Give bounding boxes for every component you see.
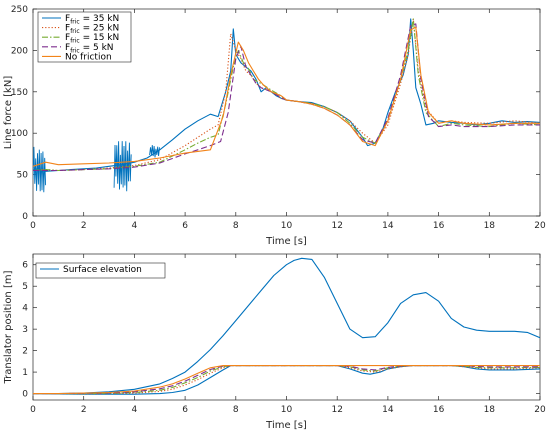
x-tick-label: 6 <box>182 221 188 231</box>
series-line-1 <box>33 18 540 172</box>
x-tick-label: 20 <box>534 405 546 415</box>
y-tick-label: 2 <box>22 347 28 357</box>
series-line-1 <box>33 257 540 395</box>
x-tick-label: 2 <box>81 221 87 231</box>
y-tick-label: 200 <box>11 46 28 56</box>
x-tick-label: 8 <box>233 405 239 415</box>
legend-value: = 35 kN <box>80 14 120 24</box>
legend-entry-1: Ffric = 35 kN <box>65 14 119 26</box>
x-axis-label: Time [s] <box>265 420 307 431</box>
series-oscillation-2 <box>113 141 132 192</box>
legend-entry-2: Ffric = 25 kN <box>65 24 119 35</box>
legend-value: = 15 kN <box>80 33 120 43</box>
y-axis-label: Line force [kN] <box>3 76 14 150</box>
y-tick-label: 100 <box>11 129 28 139</box>
legend-value: = 5 kN <box>80 43 114 53</box>
x-axis-label: Time [s] <box>265 236 307 247</box>
legend-subscript: fric <box>70 19 80 26</box>
x-tick-label: 6 <box>182 405 188 415</box>
legend-entry-1: Surface elevation <box>63 265 142 275</box>
x-tick-label: 12 <box>331 405 342 415</box>
x-tick-label: 0 <box>30 221 36 231</box>
x-tick-label: 18 <box>484 221 496 231</box>
y-tick-label: 0 <box>22 212 28 222</box>
legend-text: F <box>65 14 70 24</box>
y-tick-label: 0 <box>22 390 28 400</box>
series-line-5 <box>33 26 540 167</box>
series-line-6 <box>33 365 540 395</box>
x-tick-label: 2 <box>81 405 87 415</box>
x-tick-label: 20 <box>534 221 546 231</box>
x-tick-label: 18 <box>484 405 496 415</box>
legend-entry-5: No friction <box>65 52 112 62</box>
series-oscillation-3 <box>149 145 160 158</box>
x-tick-label: 12 <box>331 221 342 231</box>
legend-subscript: fric <box>70 47 80 54</box>
legend-text: F <box>65 24 70 34</box>
x-tick-label: 10 <box>281 221 293 231</box>
y-tick-label: 1 <box>22 368 28 378</box>
legend-text: No friction <box>65 52 112 62</box>
legend: Surface elevation <box>35 262 166 279</box>
legend-text: Surface elevation <box>63 265 142 275</box>
y-tick-label: 6 <box>22 261 28 271</box>
y-tick-label: 4 <box>22 304 28 314</box>
y-axis-label: Translator position [m] <box>3 270 14 384</box>
series-line-4 <box>33 23 540 172</box>
x-tick-label: 16 <box>433 221 445 231</box>
series-line-3 <box>33 365 540 395</box>
legend-entry-4: Ffric = 5 kN <box>65 43 114 55</box>
legend-box <box>35 262 166 279</box>
x-tick-label: 14 <box>382 221 394 231</box>
series-group <box>33 18 540 193</box>
series-oscillation-1 <box>33 146 47 193</box>
y-tick-label: 150 <box>11 88 28 98</box>
series-group <box>33 257 540 395</box>
legend-subscript: fric <box>70 38 80 45</box>
legend-text: F <box>65 43 70 53</box>
y-tick-label: 5 <box>22 282 28 292</box>
series-line-5 <box>33 365 540 395</box>
series-line-2 <box>33 365 540 395</box>
series-line-4 <box>33 365 540 395</box>
x-tick-label: 8 <box>233 221 239 231</box>
legend-value: = 25 kN <box>80 24 120 34</box>
x-tick-label: 4 <box>132 221 138 231</box>
x-tick-label: 14 <box>382 405 394 415</box>
legend-subscript: fric <box>70 28 80 35</box>
legend-text: F <box>65 33 70 43</box>
legend-entry-3: Ffric = 15 kN <box>65 33 119 45</box>
y-tick-label: 50 <box>17 171 29 181</box>
y-tick-label: 250 <box>11 5 28 15</box>
x-tick-label: 0 <box>30 405 36 415</box>
y-tick-label: 3 <box>22 325 28 335</box>
x-tick-label: 4 <box>132 405 138 415</box>
x-tick-label: 10 <box>281 405 293 415</box>
x-tick-label: 16 <box>433 405 445 415</box>
